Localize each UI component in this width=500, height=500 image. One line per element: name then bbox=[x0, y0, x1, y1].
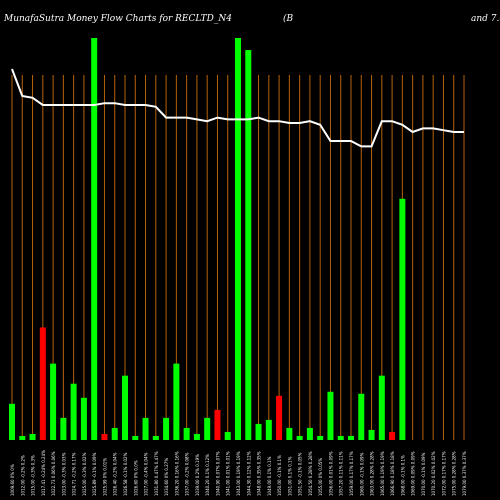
x-tick-label: 1044.30 0.12% 0.12% bbox=[246, 451, 251, 496]
x-tick-label: 1026.58 -0.1% 0.02% bbox=[123, 452, 128, 496]
bar bbox=[70, 383, 77, 440]
x-tick-label: 1069.00 0.09% 0.09% bbox=[411, 451, 416, 496]
x-tick-label: 1036.20 0.16% 0.16% bbox=[174, 451, 179, 496]
bar bbox=[317, 435, 324, 440]
bar bbox=[163, 417, 170, 440]
price-line-series bbox=[11, 68, 464, 148]
bar bbox=[193, 433, 200, 440]
x-tick-label: 1049.00 0.1% 0.1% bbox=[267, 456, 272, 496]
price-line bbox=[11, 68, 464, 148]
bar bbox=[204, 417, 211, 440]
x-tick-label: 1022.73 0.06% 0.06% bbox=[51, 451, 56, 496]
bar bbox=[276, 395, 283, 440]
x-tick-label: 1051.50 -0.1% 0.05% bbox=[298, 452, 303, 496]
x-tick-label: 1025.00 -0.3% 0.02% bbox=[82, 452, 87, 496]
x-tick-label: 1063.00 0.28% 0.28% bbox=[370, 451, 375, 496]
x-tick-label: 1026.40 -0.2% 0.04% bbox=[113, 452, 118, 496]
x-tick-label: 1034.60 0% 0.27% bbox=[164, 458, 169, 496]
bar bbox=[337, 435, 344, 440]
x-tick-label: 1051.00 0.1% 0.1% bbox=[287, 456, 292, 496]
bar bbox=[142, 417, 149, 440]
x-tick-label: 1017.41 -0.24% 0.24% bbox=[41, 450, 46, 496]
x-tick-label: 1068.00 -0.1% 0.1% bbox=[400, 455, 405, 496]
x-tick-label: 1070.20 0.02% 0.02% bbox=[431, 451, 436, 496]
x-tick-label: 1048.00 0.35% 0.35% bbox=[257, 451, 262, 496]
x-tick-label: 1024.71 -0.2% 0.17% bbox=[72, 452, 77, 496]
x-tick-label: 1070.00 -0.1% 0.09% bbox=[421, 452, 426, 496]
x-tick-label: 1031.80 0.47% 0.47% bbox=[154, 451, 159, 496]
bar bbox=[214, 409, 221, 440]
bar bbox=[9, 403, 15, 440]
bar bbox=[91, 38, 98, 440]
x-tick-label: 1009.60 0% 0% bbox=[10, 464, 15, 496]
bar bbox=[327, 391, 334, 440]
x-tick-label: 1040.20 0.1% 0.12% bbox=[205, 454, 210, 496]
bar bbox=[224, 431, 231, 440]
bar bbox=[255, 423, 262, 440]
bar bbox=[368, 429, 375, 440]
bar bbox=[29, 433, 36, 440]
bar bbox=[306, 427, 313, 440]
x-tick-label: 1025.99 0% 0.01% bbox=[102, 458, 107, 496]
bar bbox=[60, 417, 67, 440]
x-tick-label: 1059.00 0.17% 0.17% bbox=[349, 451, 354, 496]
bar bbox=[19, 435, 26, 440]
bar bbox=[183, 427, 190, 440]
bar bbox=[286, 427, 293, 440]
x-tick-label: 1027.00 -0.4% 0.04% bbox=[144, 452, 149, 496]
x-tick-label: 1075.00 0.28% 0.28% bbox=[452, 451, 457, 496]
title-fragment-left: (B bbox=[283, 14, 294, 24]
bar bbox=[348, 435, 354, 440]
x-tick-label: 1015.00 -0.3% 0.3% bbox=[31, 455, 36, 496]
x-tick-label: 1072.00 0.17% 0.17% bbox=[441, 451, 446, 496]
x-tick-label: 1054.50 0.28% 0.28% bbox=[308, 451, 313, 496]
x-tick-label: 1041.00 0.01% 0.01% bbox=[226, 451, 231, 496]
bar bbox=[50, 363, 57, 440]
bar bbox=[80, 397, 87, 440]
bar bbox=[132, 435, 139, 440]
x-tick-label: 1023.00 -0.3% 0.03% bbox=[61, 452, 66, 496]
x-tick-label: 1055.00 0% 0.05% bbox=[318, 458, 323, 496]
bar bbox=[152, 435, 159, 440]
x-tick-label: 1012.00 -0.2% 0.2% bbox=[20, 455, 25, 496]
bar bbox=[265, 419, 272, 440]
x-tick-label: 1056.00 0.01% 0.09% bbox=[328, 451, 333, 496]
x-tick-label: 1037.00 -0.2% 0.08% bbox=[185, 452, 190, 496]
x-tick-label: 1025.89 -0.1% 0.09% bbox=[92, 452, 97, 496]
x-tick-label: 1066.90 0.18% 0.18% bbox=[390, 451, 395, 496]
x-tick-label: 1050.00 -0.1% 0.1% bbox=[277, 455, 282, 496]
bar bbox=[235, 38, 241, 440]
bar bbox=[296, 435, 303, 440]
bar bbox=[378, 375, 385, 440]
bar bbox=[101, 433, 108, 440]
x-tick-label: 1079.00 0.37% 0.37% bbox=[462, 451, 467, 496]
bar bbox=[173, 363, 180, 440]
x-tick-label: 1040.90 0.07% 0.07% bbox=[215, 451, 220, 496]
bar bbox=[111, 427, 118, 440]
bar bbox=[389, 431, 396, 440]
x-tick-label: 1043.00 0.19% 0.19% bbox=[236, 451, 241, 496]
bar bbox=[399, 198, 406, 440]
bar bbox=[358, 393, 365, 440]
bar bbox=[39, 327, 46, 440]
chart-title: MunafaSutra Money Flow Charts for RECLTD… bbox=[4, 14, 232, 24]
x-tick-label: 1065.00 0.19% 0.19% bbox=[380, 451, 385, 496]
x-tick-label: 1057.20 0.11% 0.11% bbox=[339, 451, 344, 496]
x-tick-label: 1039.00 0.2% 0.19% bbox=[195, 454, 200, 496]
title-fragment-right: and 7.0 bbox=[471, 14, 500, 24]
bar bbox=[245, 50, 252, 441]
bars bbox=[9, 38, 406, 441]
x-tick-label: 1026.60 0% 0.0% bbox=[133, 460, 138, 496]
bar bbox=[122, 375, 128, 440]
x-tick-labels: 1009.60 0% 0% 1012.00 -0.2% 0.2% 1015.00 -… bbox=[10, 450, 467, 496]
x-tick-label: 1060.00 -0.1% 0.09% bbox=[359, 452, 364, 496]
